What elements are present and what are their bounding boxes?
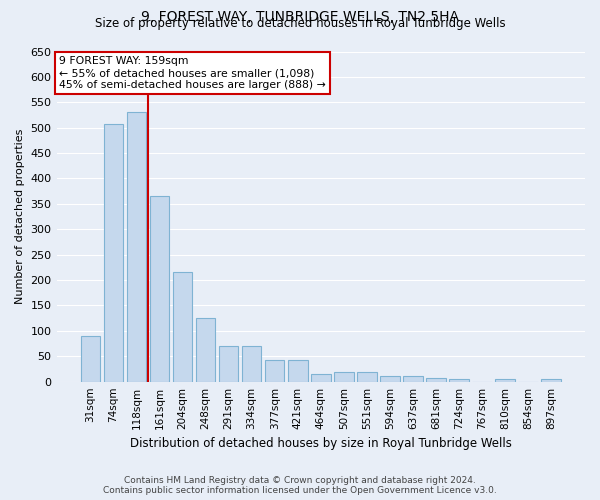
- Text: 9 FOREST WAY: 159sqm
← 55% of detached houses are smaller (1,098)
45% of semi-de: 9 FOREST WAY: 159sqm ← 55% of detached h…: [59, 56, 326, 90]
- Y-axis label: Number of detached properties: Number of detached properties: [15, 129, 25, 304]
- Bar: [196, 318, 215, 382]
- Bar: [496, 378, 515, 382]
- Text: Size of property relative to detached houses in Royal Tunbridge Wells: Size of property relative to detached ho…: [95, 18, 505, 30]
- Bar: [242, 346, 262, 382]
- Text: 9, FOREST WAY, TUNBRIDGE WELLS, TN2 5HA: 9, FOREST WAY, TUNBRIDGE WELLS, TN2 5HA: [141, 10, 459, 24]
- Bar: [104, 124, 123, 382]
- Text: Contains HM Land Registry data © Crown copyright and database right 2024.
Contai: Contains HM Land Registry data © Crown c…: [103, 476, 497, 495]
- X-axis label: Distribution of detached houses by size in Royal Tunbridge Wells: Distribution of detached houses by size …: [130, 437, 512, 450]
- Bar: [357, 372, 377, 382]
- Bar: [219, 346, 238, 382]
- Bar: [403, 376, 423, 382]
- Bar: [80, 336, 100, 382]
- Bar: [334, 372, 353, 382]
- Bar: [449, 378, 469, 382]
- Bar: [288, 360, 308, 382]
- Bar: [541, 378, 561, 382]
- Bar: [265, 360, 284, 382]
- Bar: [380, 376, 400, 382]
- Bar: [149, 196, 169, 382]
- Bar: [127, 112, 146, 382]
- Bar: [173, 272, 193, 382]
- Bar: [311, 374, 331, 382]
- Bar: [426, 378, 446, 382]
